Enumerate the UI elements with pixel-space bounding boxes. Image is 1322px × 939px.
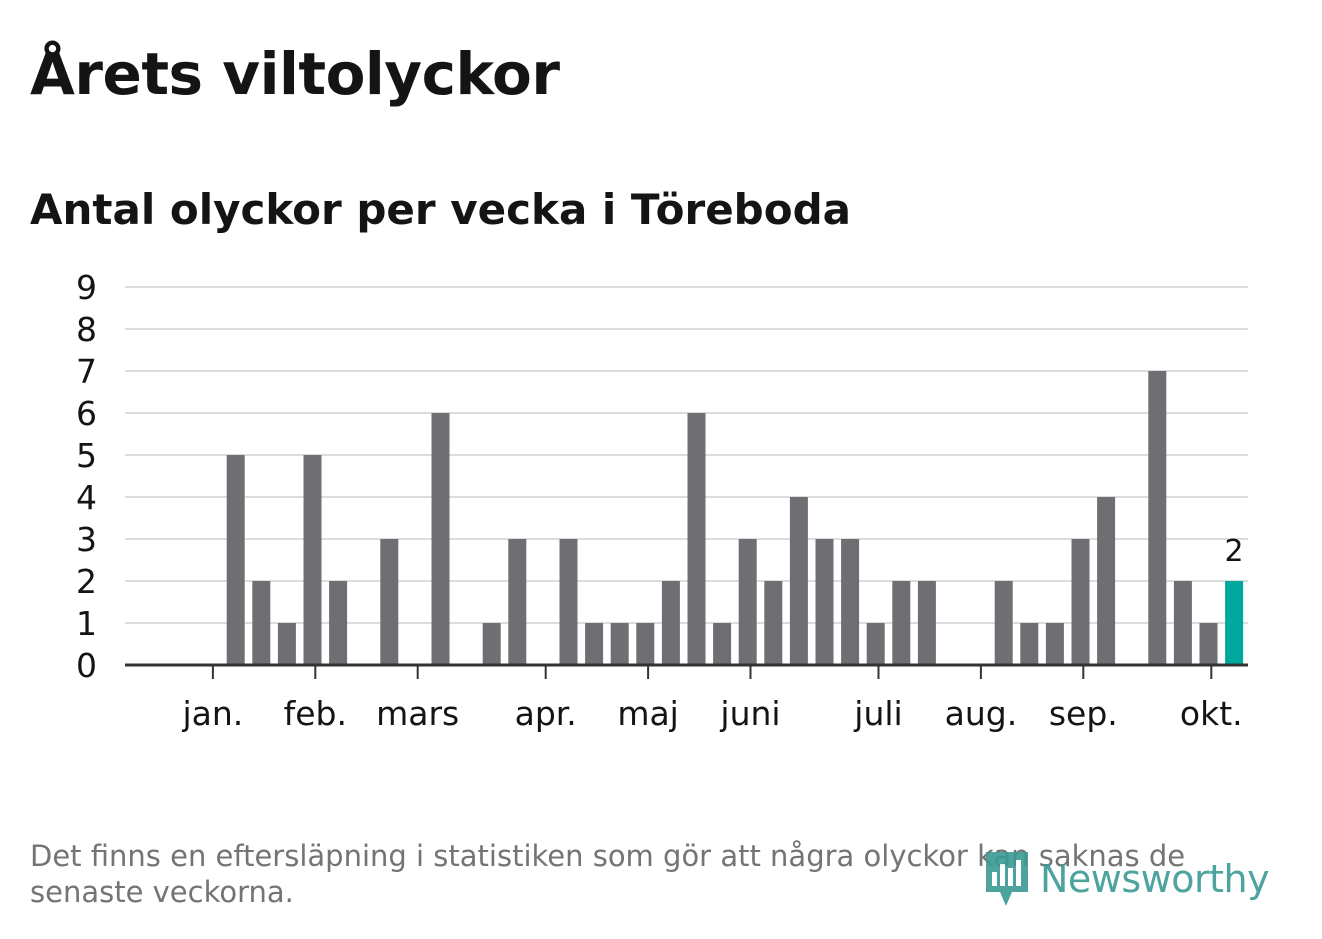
bar (1097, 497, 1116, 665)
bar (866, 623, 885, 665)
x-tick-label: juni (719, 694, 780, 733)
x-tick-label: maj (617, 694, 679, 733)
x-axis-ticks: jan. feb. mars apr. maj juni juli aug. sep. okt. (182, 665, 1243, 733)
bar (610, 623, 629, 665)
bars (226, 371, 1244, 665)
bar (841, 539, 860, 665)
x-tick-label: okt. (1180, 694, 1243, 733)
bar (892, 581, 911, 665)
chart-subtitle: Antal olyckor per vecka i Töreboda (30, 185, 852, 234)
bar (917, 581, 936, 665)
bar (559, 539, 578, 665)
bar (1045, 623, 1064, 665)
bar (329, 581, 348, 665)
bar (687, 413, 706, 665)
logo-text: Newsworthy (1040, 857, 1270, 901)
y-tick-label: 8 (76, 310, 97, 349)
y-tick-label: 5 (76, 436, 97, 475)
bar (482, 623, 501, 665)
bar (994, 581, 1013, 665)
highlight-bar (1225, 581, 1244, 665)
bar (1071, 539, 1090, 665)
bar (738, 539, 757, 665)
bar (431, 413, 450, 665)
x-tick-label: apr. (515, 694, 577, 733)
bar (764, 581, 783, 665)
bar (585, 623, 604, 665)
bar (636, 623, 655, 665)
bar (661, 581, 680, 665)
bar (1173, 581, 1192, 665)
chart-title: Årets viltolyckor (30, 40, 560, 108)
bar (713, 623, 732, 665)
y-tick-label: 2 (76, 562, 97, 601)
newsworthy-logo: Newsworthy (982, 848, 1270, 910)
bar (226, 455, 245, 665)
x-tick-label: mars (376, 694, 459, 733)
x-tick-label: sep. (1049, 694, 1118, 733)
y-tick-label: 0 (76, 646, 97, 685)
y-tick-label: 1 (76, 604, 97, 643)
bar (252, 581, 271, 665)
highlight-value-label: 2 (1225, 534, 1244, 569)
bar (508, 539, 527, 665)
bar-chart-speech-bubble-icon (986, 852, 1028, 906)
x-tick-label: feb. (284, 694, 347, 733)
data-labels: 2 (1225, 534, 1244, 569)
y-tick-label: 7 (76, 352, 97, 391)
bar (789, 497, 808, 665)
bar (1199, 623, 1218, 665)
x-tick-label: aug. (945, 694, 1018, 733)
x-tick-label: juli (853, 694, 902, 733)
bar (380, 539, 399, 665)
bar (815, 539, 834, 665)
bar (303, 455, 322, 665)
y-tick-label: 6 (76, 394, 97, 433)
bar (277, 623, 296, 665)
bar (1148, 371, 1167, 665)
y-tick-label: 4 (76, 478, 97, 517)
bar (1020, 623, 1039, 665)
y-tick-label: 9 (76, 268, 97, 307)
x-tick-label: jan. (182, 694, 244, 733)
y-tick-label: 3 (76, 520, 97, 559)
